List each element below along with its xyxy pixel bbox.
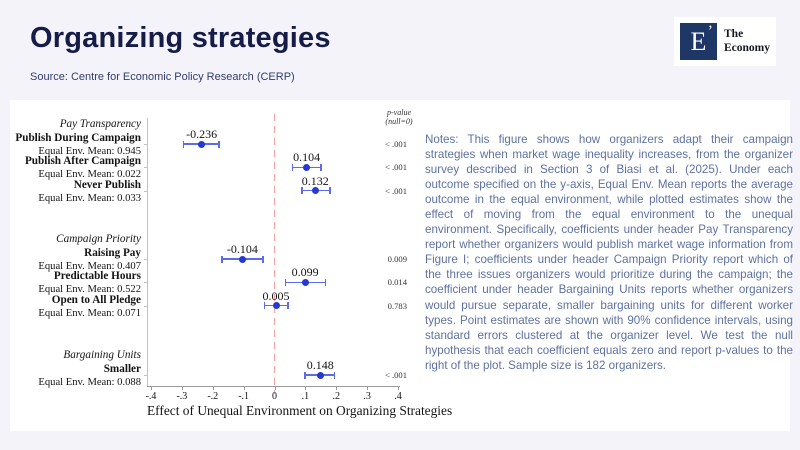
y-axis-row-tick	[144, 190, 148, 192]
equal-env-mean-label: Equal Env. Mean: 0.033	[38, 192, 141, 204]
logo-apostrophe-mark: ’	[707, 23, 713, 40]
zero-reference-line	[273, 114, 276, 394]
x-tick-mark	[336, 386, 338, 390]
ci-cap-left	[304, 371, 306, 379]
group-header: Bargaining Units	[63, 349, 141, 361]
point-estimate-marker	[303, 163, 311, 171]
estimate-value-label: 0.104	[293, 150, 321, 165]
outcome-label: Publish After Campaign	[24, 155, 141, 168]
equal-env-mean-label: Equal Env. Mean: 0.945	[38, 146, 141, 157]
x-tick-label: .4	[394, 391, 402, 402]
estimate-value-label: 0.132	[301, 173, 329, 188]
ci-cap-left	[263, 302, 266, 310]
x-tick-mark	[305, 386, 307, 390]
ci-cap-left	[182, 140, 185, 148]
outcome-label: Predictable Hours	[53, 270, 141, 283]
y-axis-row-tick	[144, 167, 148, 169]
p-value: < .001	[384, 162, 407, 173]
p-value: 0.014	[387, 277, 407, 288]
point-estimate-marker	[198, 140, 206, 148]
logo-wordmark-line1: The	[724, 28, 744, 41]
y-axis-row-tick	[144, 259, 148, 260]
page-title: Organizing strategies	[30, 22, 331, 54]
figure-notes: Notes: This figure shows how organizers …	[425, 133, 793, 372]
outcome-label: Never Publish	[73, 178, 141, 191]
ci-cap-right	[320, 163, 322, 171]
outcome-label: Smaller	[103, 363, 141, 375]
the-economy-logo: E ’ The Economy	[674, 17, 776, 66]
ci-cap-right	[218, 140, 220, 148]
equal-env-mean-label: Equal Env. Mean: 0.407	[38, 261, 141, 272]
forest-plot: -.4 -.3 -.2 -.1 0 .1 .2 .3 .4 Effect of Unequal E…	[10, 100, 453, 431]
x-tick-mark	[367, 386, 369, 390]
p-value: 0.009	[387, 254, 407, 264]
x-tick-label: -.4	[145, 391, 157, 402]
x-tick-mark	[212, 386, 214, 390]
x-tick-label: -.1	[238, 391, 250, 402]
logo-wordmark-line2: Economy	[724, 41, 770, 54]
p-value: < .001	[384, 139, 407, 149]
x-axis-title: Effect of Unequal Environment on Organiz…	[147, 403, 453, 418]
group-header: Campaign Priority	[56, 233, 141, 245]
content-panel: -.4 -.3 -.2 -.1 0 .1 .2 .3 .4 Effect of Unequal E…	[10, 100, 793, 431]
y-axis-row-tick	[144, 305, 148, 307]
x-tick-label: .3	[363, 391, 371, 402]
pvalue-column-header-line1: p-value	[387, 108, 411, 117]
point-estimate-marker	[272, 302, 280, 310]
group-header: Pay Transparency	[59, 118, 141, 130]
x-tick-mark	[181, 386, 183, 390]
estimate-value-label: 0.005	[262, 288, 290, 303]
y-axis-row-tick	[144, 282, 148, 284]
x-axis-line	[147, 386, 400, 387]
x-tick-mark	[398, 386, 399, 390]
estimate-value-label: 0.099	[291, 265, 319, 280]
x-tick-label: -.3	[176, 391, 188, 402]
y-axis-row-tick	[144, 375, 148, 376]
equal-env-mean-label: Equal Env. Mean: 0.071	[38, 307, 141, 319]
outcome-label: Raising Pay	[84, 247, 141, 259]
outcome-label: Publish During Campaign	[15, 132, 141, 144]
point-estimate-marker	[316, 371, 324, 379]
estimate-value-label: -0.104	[226, 242, 258, 256]
ci-cap-left	[284, 278, 287, 286]
x-tick-label: .2	[332, 391, 341, 402]
p-value: < .001	[384, 185, 407, 196]
outcome-label: Open to All Pledge	[51, 293, 141, 306]
ci-cap-right	[287, 302, 289, 310]
x-tick-label: 0	[272, 391, 277, 402]
ci-cap-left	[301, 187, 303, 195]
point-estimate-marker	[238, 255, 246, 263]
p-value: < .001	[384, 370, 407, 380]
x-tick-mark	[274, 386, 276, 390]
x-tick-label: -.2	[207, 391, 219, 402]
ci-cap-right	[329, 187, 331, 195]
logo-wordmark: The Economy	[724, 28, 770, 54]
p-value: 0.783	[387, 300, 407, 311]
logo-monogram-square: E ’	[680, 23, 717, 60]
pvalue-column-header-line2: (null=0)	[385, 117, 413, 126]
x-tick-label: .1	[301, 391, 310, 402]
x-tick-mark	[243, 386, 245, 390]
point-estimate-marker	[301, 278, 309, 286]
equal-env-mean-label: Equal Env. Mean: 0.088	[38, 377, 141, 388]
ci-cap-left	[221, 255, 223, 263]
ci-cap-right	[324, 278, 327, 286]
x-tick-mark	[151, 386, 152, 390]
estimate-value-label: -0.236	[186, 127, 218, 141]
equal-env-mean-label: Equal Env. Mean: 0.522	[38, 284, 141, 296]
equal-env-mean-label: Equal Env. Mean: 0.022	[38, 169, 141, 181]
ci-cap-right	[262, 255, 264, 263]
logo-monogram-letter: E	[690, 26, 707, 56]
ci-cap-right	[333, 371, 336, 379]
y-axis-line	[147, 118, 148, 386]
ci-cap-left	[291, 163, 294, 171]
estimate-value-label: 0.148	[306, 358, 334, 372]
point-estimate-marker	[311, 187, 319, 195]
source-caption: Source: Centre for Economic Policy Resea…	[30, 71, 295, 83]
y-axis-row-tick	[144, 144, 148, 145]
